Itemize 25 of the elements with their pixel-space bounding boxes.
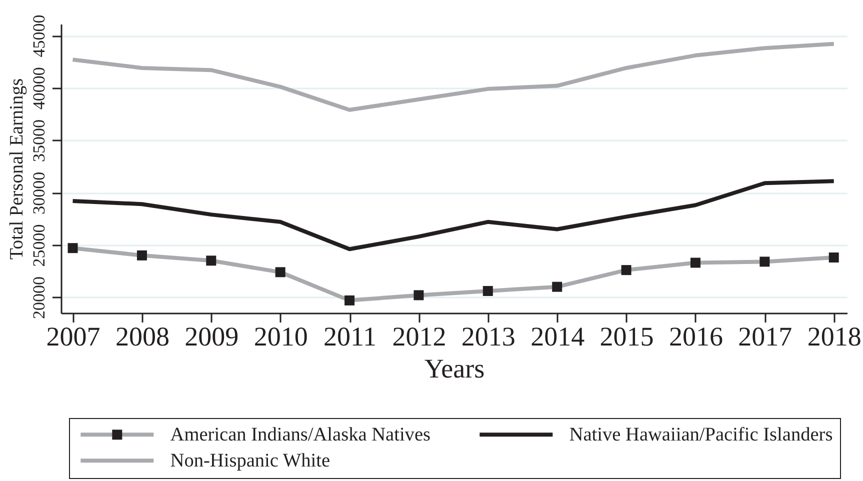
y-axis-title: Total Personal Earnings <box>6 78 28 260</box>
legend-label: Non-Hispanic White <box>170 450 330 472</box>
x-tick-label: 2015 <box>600 322 654 352</box>
x-tick-label: 2017 <box>738 322 792 352</box>
x-tick-label: 2011 <box>324 322 377 352</box>
y-tick-label: 25000 <box>30 224 48 267</box>
x-axis-title: Years <box>424 354 485 384</box>
x-tick-label: 2010 <box>254 322 308 352</box>
y-tick-label: 30000 <box>30 172 48 214</box>
x-tick-label: 2016 <box>668 322 723 352</box>
line-series <box>70 42 836 112</box>
x-tick-label: 2008 <box>115 322 170 352</box>
x-tick-label: 2012 <box>392 322 446 352</box>
y-tick-label: 45000 <box>30 14 48 58</box>
x-tick-label: 2014 <box>530 322 586 352</box>
x-tick-label: 2007 <box>46 322 100 352</box>
y-tick-label: 40000 <box>30 67 48 110</box>
x-tick-label: 2013 <box>461 322 516 352</box>
legend-label: American Indians/Alaska Natives <box>170 424 431 446</box>
line-series <box>70 179 836 252</box>
y-tick-label: 20000 <box>30 276 48 320</box>
x-tick-label: 2009 <box>184 322 239 352</box>
y-tick-label: 35000 <box>30 119 48 162</box>
x-tick-label: 2018 <box>807 322 862 352</box>
legend-label: Native Hawaiian/Pacific Islanders <box>569 424 833 446</box>
